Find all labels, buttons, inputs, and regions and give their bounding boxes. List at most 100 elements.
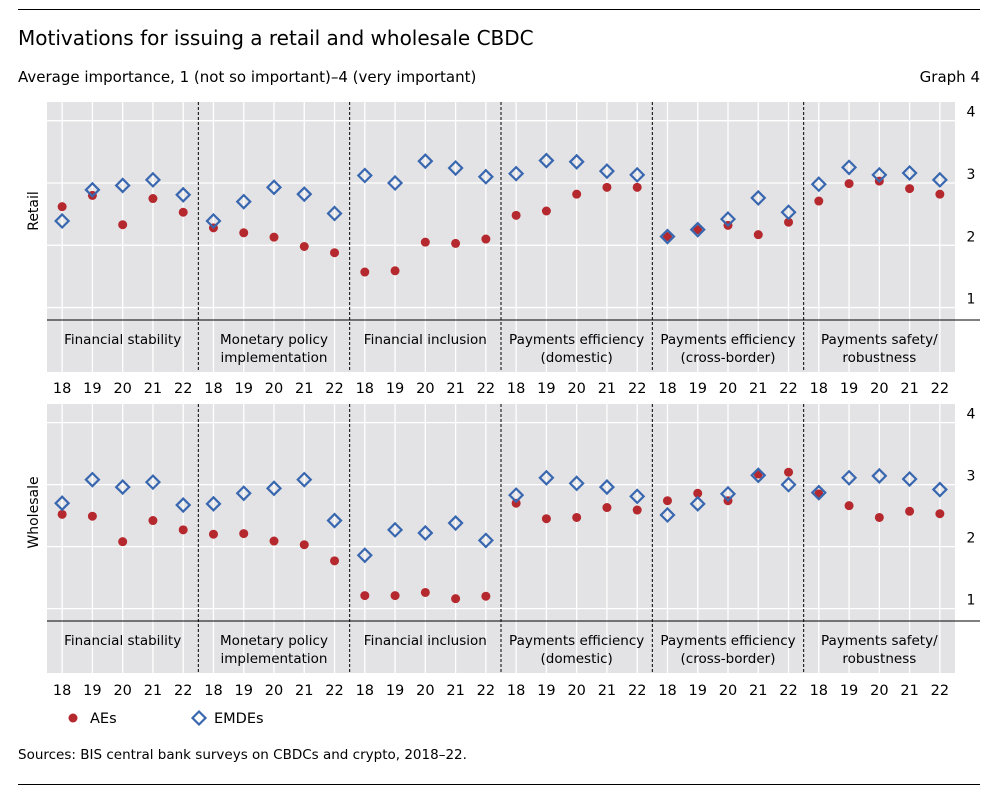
retail-xtick-label: 21	[900, 381, 918, 397]
emdes-point	[144, 474, 161, 491]
emdes-point	[780, 476, 797, 493]
wholesale-group-label: Payments safety/robustness	[821, 633, 938, 667]
wholesale-ylabel: Wholesale	[26, 476, 42, 548]
emdes-point	[508, 487, 525, 504]
wholesale-group-label: Monetary policy implementation	[220, 633, 328, 667]
retail-ytick-label: 3	[967, 167, 976, 183]
wholesale-xtick-label: 22	[779, 683, 797, 699]
top-rule	[18, 9, 980, 10]
emdes-point	[326, 512, 343, 529]
emdes-point	[780, 204, 797, 221]
emdes-point	[235, 193, 252, 210]
retail-xtick-label: 20	[265, 381, 283, 397]
emdes-point	[659, 506, 676, 524]
aes-point	[148, 516, 158, 526]
aes-point	[693, 488, 703, 498]
emdes-point	[84, 181, 101, 198]
emdes-point	[871, 467, 888, 484]
wholesale-ytick-label: 4	[967, 407, 976, 423]
wholesale-group-label: Financial stability	[64, 633, 181, 649]
aes-point	[935, 509, 945, 519]
emdes-point	[205, 212, 222, 230]
aes-point	[451, 238, 461, 248]
retail-group-label: Payments safety/robustness	[821, 332, 938, 366]
emdes-point	[447, 159, 464, 177]
aes-point	[844, 179, 854, 189]
aes-point	[208, 529, 218, 539]
emdes-point	[326, 205, 343, 222]
emdes-point	[356, 547, 373, 564]
emdes-point	[750, 189, 767, 206]
aes-point	[602, 503, 612, 513]
emdes-point	[144, 171, 161, 188]
wholesale-xtick-label: 19	[83, 683, 101, 699]
wholesale-plot-area	[47, 404, 955, 673]
retail-xtick-label: 20	[567, 381, 585, 397]
aes-point	[360, 267, 370, 277]
aes-point	[784, 467, 794, 477]
aes-point	[632, 505, 642, 515]
wholesale-group-label: Payments efficiency (domestic)	[509, 633, 644, 667]
wholesale-xtick-label: 19	[235, 683, 253, 699]
aes-point	[662, 232, 672, 242]
retail-xtick-label: 18	[356, 381, 374, 397]
emdes-point	[810, 484, 827, 501]
emdes-point	[84, 471, 101, 488]
emdes-point	[568, 153, 585, 170]
retail-xtick-label: 20	[416, 381, 434, 397]
emdes-point	[477, 168, 494, 185]
retail-xtick-label: 19	[537, 381, 555, 397]
emdes-point	[54, 495, 71, 512]
bottom-rule	[18, 784, 980, 785]
emdes-point	[296, 186, 313, 203]
retail-group-label: Monetary policy implementation	[220, 332, 328, 366]
retail-xtick-label: 18	[507, 381, 525, 397]
emdes-point	[538, 469, 555, 486]
emdes-point	[901, 470, 918, 488]
emdes-point	[931, 171, 948, 188]
wholesale-xtick-label: 21	[446, 683, 464, 699]
aes-point	[239, 228, 249, 238]
emdes-point	[568, 475, 585, 492]
aes-point	[541, 514, 551, 524]
wholesale-xtick-label: 19	[386, 683, 404, 699]
emdes-point	[810, 176, 827, 193]
emdes-point	[356, 167, 373, 184]
aes-point	[844, 501, 854, 511]
aes-point	[269, 232, 279, 242]
retail-xtick-label: 20	[719, 381, 737, 397]
retail-ytick-label: 4	[967, 105, 976, 121]
emdes-point	[719, 211, 737, 228]
aes-point	[390, 591, 400, 601]
emdes-point	[265, 179, 283, 196]
emdes-point	[235, 485, 252, 502]
retail-panel: 1 2 3 4 Retail Financial stability Monetary po…	[26, 102, 980, 397]
emdes-point	[841, 469, 858, 486]
legend-aes-label: AEs	[90, 711, 117, 727]
emdes-point	[417, 524, 434, 542]
aes-point	[784, 217, 794, 227]
legend-aes-marker	[68, 713, 78, 723]
aes-point	[178, 525, 188, 535]
wholesale-xtick-label: 20	[416, 683, 434, 699]
wholesale-ytick-label: 1	[967, 593, 976, 609]
aes-point	[662, 496, 672, 506]
wholesale-group-label: Payments efficiency (cross-border)	[660, 633, 795, 667]
wholesale-xtick-label: 21	[900, 683, 918, 699]
aes-point	[632, 182, 642, 192]
wholesale-xtick-label: 20	[567, 683, 585, 699]
wholesale-xtick-label: 22	[174, 683, 192, 699]
retail-xtick-label: 22	[325, 381, 343, 397]
legend: AEs EMDEs	[68, 709, 264, 727]
aes-point	[390, 266, 400, 276]
aes-point	[511, 210, 521, 220]
emdes-point	[114, 479, 131, 496]
aes-point	[541, 206, 551, 216]
wholesale-xtick-label: 20	[113, 683, 131, 699]
aes-point	[693, 225, 703, 235]
retail-xtick-label: 21	[144, 381, 162, 397]
aes-point	[269, 536, 279, 546]
retail-xtick-label: 20	[113, 381, 131, 397]
aes-point	[57, 202, 67, 212]
